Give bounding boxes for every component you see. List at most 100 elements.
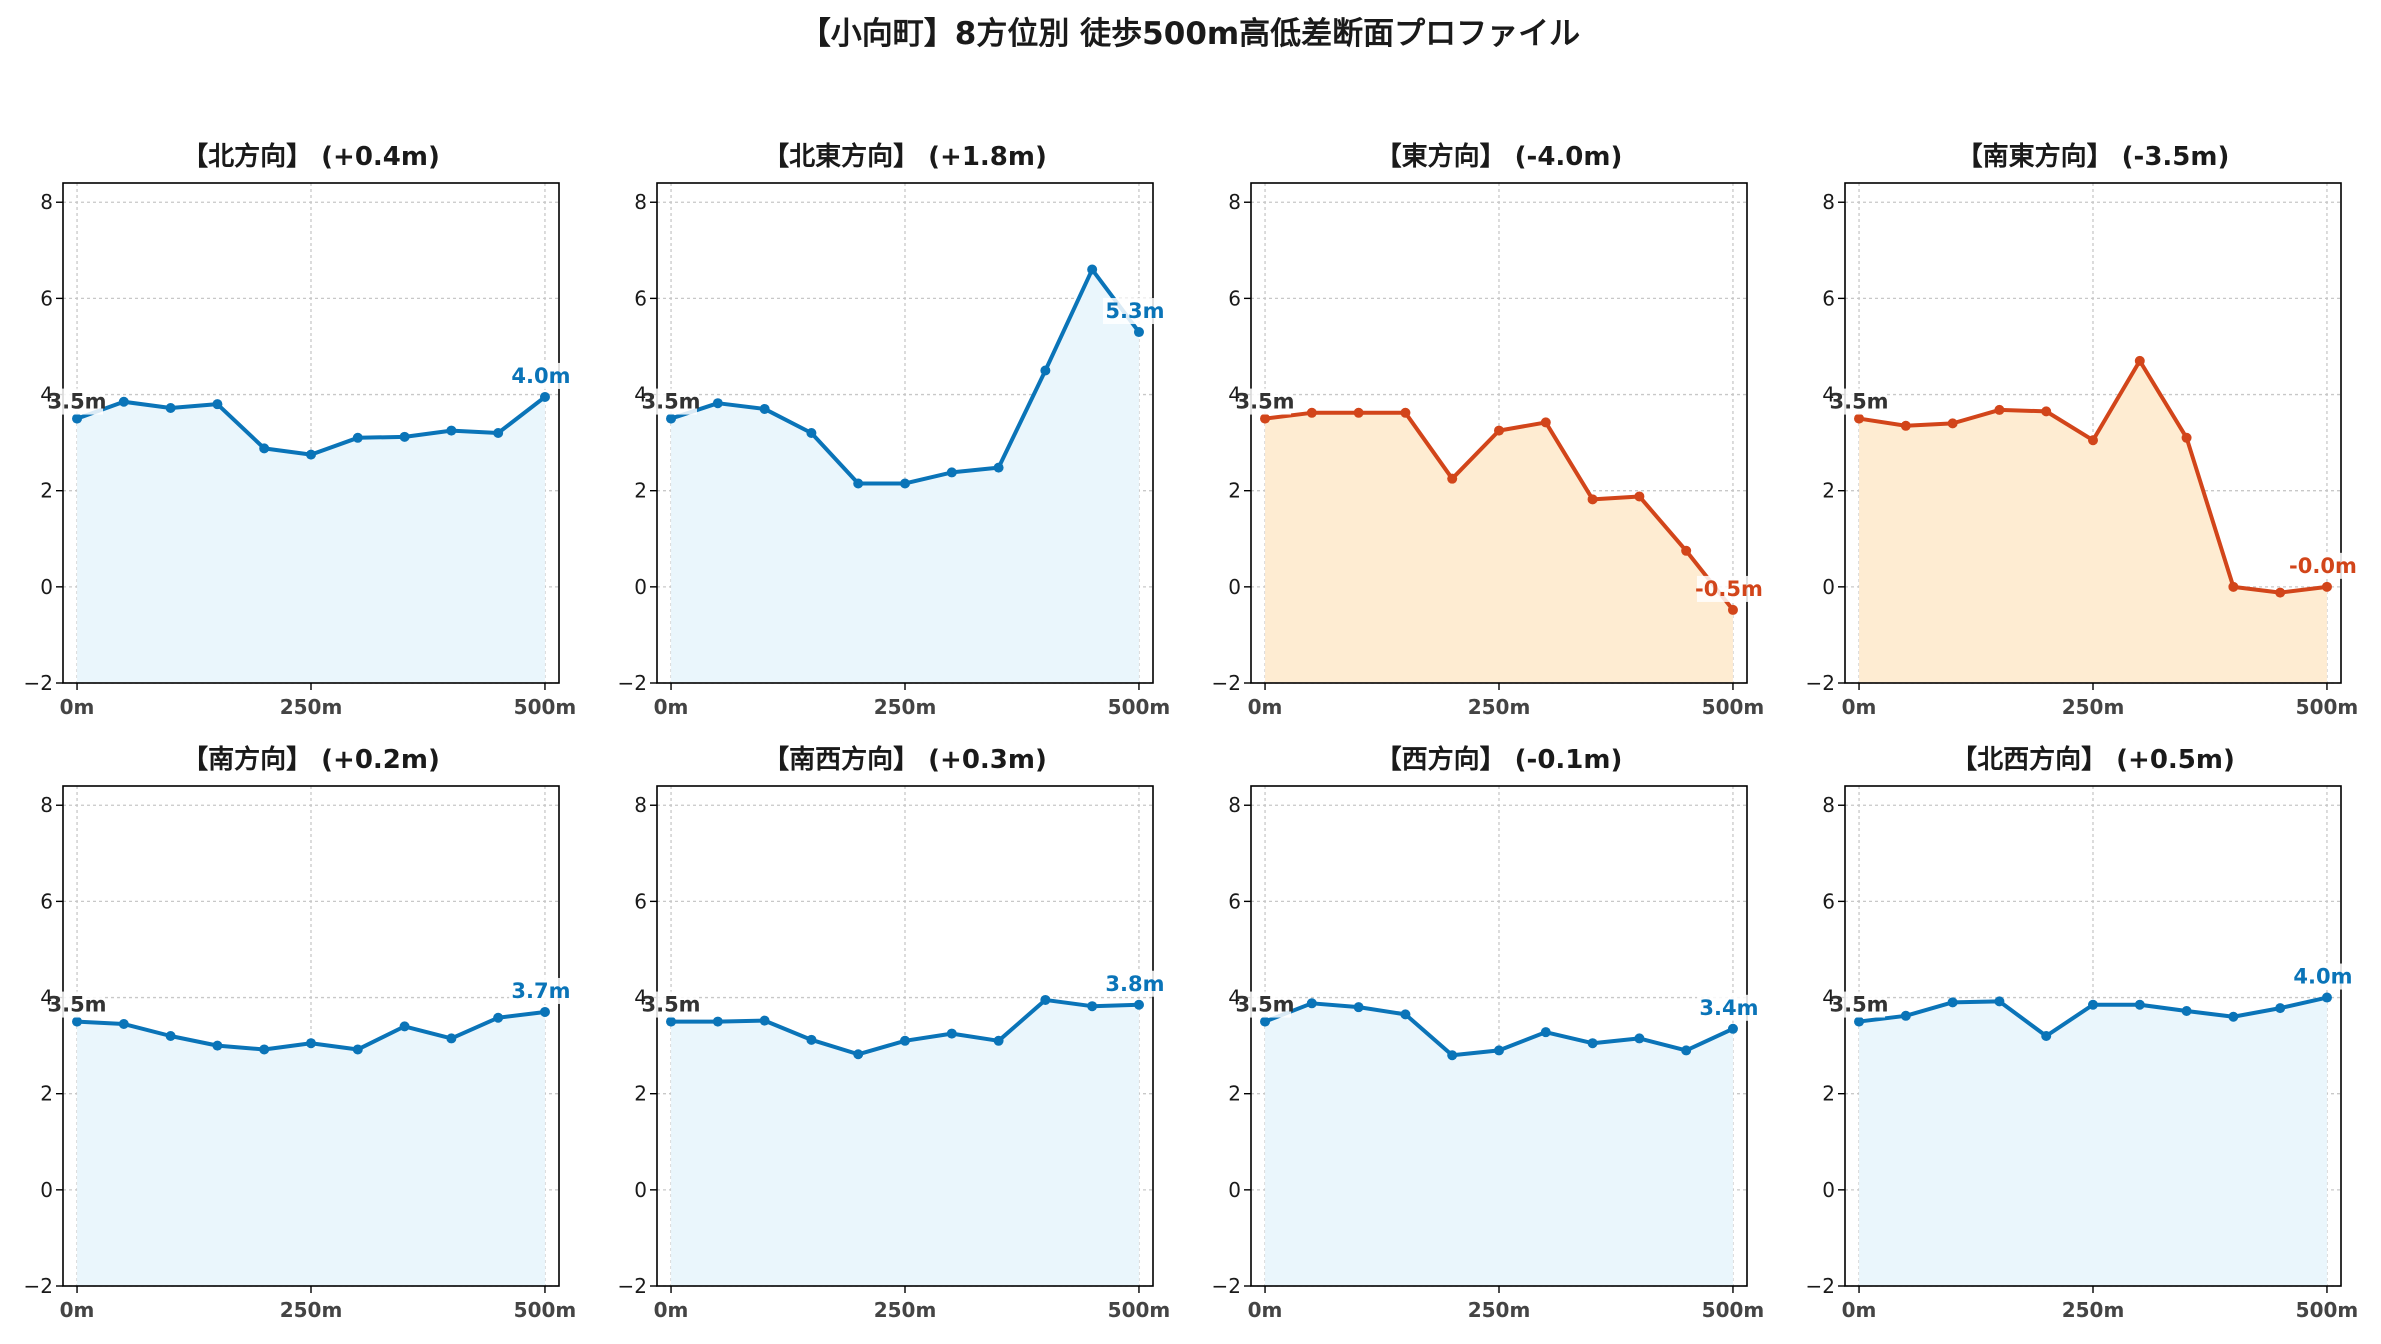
data-point: [2134, 355, 2145, 366]
data-point: [2088, 999, 2098, 1010]
y-tick-label: −2: [24, 1274, 53, 1298]
x-tick-label: 0m: [1248, 695, 1283, 719]
y-tick-label: 4: [1822, 986, 1835, 1010]
x-tick-label: 0m: [1842, 695, 1877, 719]
data-point: [1854, 1016, 1865, 1027]
start-label: 3.5m: [47, 993, 106, 1017]
y-tick-label: 2: [1822, 479, 1835, 503]
y-tick-label: 2: [634, 1082, 647, 1106]
data-point: [759, 403, 770, 414]
x-tick-label: 0m: [654, 1298, 689, 1322]
data-point: [1447, 473, 1458, 484]
start-label-bg: [51, 388, 104, 415]
y-tick-label: 8: [1822, 190, 1835, 214]
subplot-title: 【北西方向】 (+0.5m): [1951, 744, 2235, 775]
end-label-bg: [508, 362, 573, 389]
y-tick-label: 4: [40, 383, 53, 407]
data-point: [1087, 1001, 1098, 1012]
subplot-title: 【南方向】 (+0.2m): [182, 744, 440, 775]
start-label-bg: [1833, 388, 1886, 415]
data-point: [493, 1012, 504, 1023]
data-point: [2275, 587, 2286, 598]
data-point: [2228, 581, 2239, 592]
y-tick-label: 0: [1228, 575, 1241, 599]
data-point: [1306, 407, 1317, 418]
data-point: [2181, 432, 2192, 443]
start-label-bg: [645, 991, 698, 1018]
data-point: [1133, 327, 1144, 338]
y-tick-label: 4: [1822, 383, 1835, 407]
y-tick-label: 2: [634, 479, 647, 503]
x-tick-label: 500m: [2296, 1298, 2359, 1322]
data-point: [259, 443, 270, 454]
data-point: [759, 1015, 770, 1026]
data-point: [1587, 1038, 1598, 1049]
data-point: [72, 1016, 83, 1027]
start-label-bg: [1239, 991, 1292, 1018]
end-label: 5.3m: [1105, 299, 1164, 323]
data-point: [1727, 604, 1738, 615]
data-point: [2041, 406, 2052, 417]
data-point: [993, 462, 1004, 473]
data-point: [806, 1034, 817, 1045]
y-tick-label: 4: [634, 986, 647, 1010]
data-point: [1681, 545, 1692, 556]
data-point: [1900, 420, 1911, 431]
end-label: 3.8m: [1105, 972, 1164, 996]
end-label: 3.7m: [511, 979, 570, 1003]
data-point: [212, 399, 223, 410]
data-point: [493, 428, 504, 438]
data-point: [1540, 417, 1551, 428]
data-point: [306, 449, 316, 460]
y-tick-label: 2: [1822, 1082, 1835, 1106]
x-tick-label: 500m: [2296, 695, 2359, 719]
subplot-title: 【北方向】 (+0.4m): [182, 141, 440, 172]
end-label-bg: [1696, 994, 1761, 1021]
data-point: [1540, 1027, 1551, 1038]
x-tick-label: 0m: [60, 1298, 95, 1322]
area-fill: [671, 999, 1139, 1286]
data-point: [539, 1006, 550, 1017]
data-point: [399, 1021, 410, 1032]
end-label: 4.0m: [2293, 965, 2352, 989]
x-tick-label: 250m: [1468, 695, 1531, 719]
data-point: [118, 1018, 129, 1029]
y-tick-label: 6: [634, 889, 647, 913]
data-point: [1494, 1045, 1504, 1056]
subplot-title: 【北東方向】 (+1.8m): [763, 141, 1047, 172]
data-point: [1353, 1002, 1364, 1013]
x-tick-label: 0m: [654, 695, 689, 719]
start-label-bg: [1833, 991, 1886, 1018]
area-fill: [1265, 412, 1733, 683]
data-point: [352, 432, 363, 443]
data-point: [806, 428, 817, 438]
start-label: 3.5m: [641, 993, 700, 1017]
y-tick-label: 4: [634, 383, 647, 407]
data-point: [1681, 1045, 1692, 1056]
x-tick-label: 250m: [874, 695, 937, 719]
start-label-bg: [645, 388, 698, 415]
data-point: [900, 478, 910, 489]
data-point: [853, 1049, 864, 1060]
end-label: 4.0m: [511, 364, 570, 388]
x-tick-label: 250m: [874, 1298, 937, 1322]
x-tick-label: 500m: [1702, 695, 1765, 719]
x-tick-label: 500m: [1108, 695, 1171, 719]
subplot-3: −2 0 2 4 6 8 0m 250m 500m 【南東方向】 (-3.5m) 3.5m -0.0m: [1806, 141, 2359, 719]
data-point: [1306, 998, 1317, 1009]
y-tick-label: 6: [1822, 286, 1835, 310]
data-point: [1260, 1016, 1271, 1027]
y-tick-label: 0: [1228, 1178, 1241, 1202]
end-label-bg: [1102, 970, 1167, 997]
data-point: [666, 1016, 677, 1027]
data-point: [2041, 1031, 2052, 1041]
data-point: [1900, 1010, 1911, 1021]
y-tick-label: 8: [634, 793, 647, 817]
data-point: [853, 478, 864, 489]
data-point: [1400, 1009, 1411, 1020]
end-label-bg: [2290, 963, 2355, 990]
x-tick-label: 500m: [1108, 1298, 1171, 1322]
subplot-title: 【南東方向】 (-3.5m): [1957, 141, 2230, 172]
subplot-2: −2 0 2 4 6 8 0m 250m 500m 【東方向】 (-4.0m) 3.5m -0.5m: [1212, 141, 1765, 719]
